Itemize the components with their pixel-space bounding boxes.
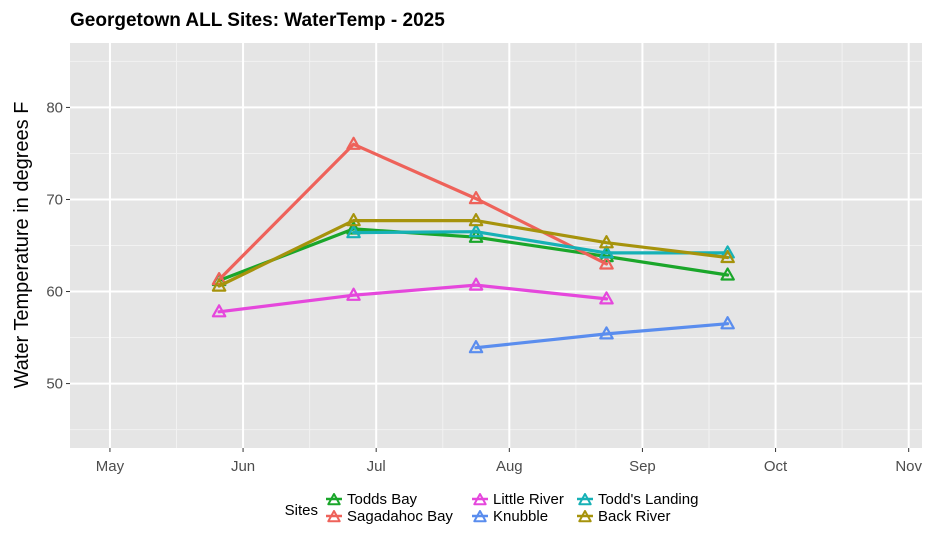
legend-item-todds-bay: Todds Bay <box>326 491 418 508</box>
data-point-knubble <box>599 326 614 340</box>
legend-key-marker <box>473 510 487 523</box>
data-point-sagadahoc-bay <box>211 272 227 286</box>
legend-label: Back River <box>598 508 671 525</box>
grid-minor <box>70 43 922 448</box>
legend-title: Sites <box>285 502 318 519</box>
legend-item-knubble: Knubble <box>472 508 548 525</box>
data-point-little-river <box>468 277 484 291</box>
y-axis: 50 60 70 80 <box>46 99 70 393</box>
chart-title: Georgetown ALL Sites: WaterTemp - 2025 <box>70 10 445 31</box>
legend-label: Knubble <box>493 508 548 525</box>
legend-label: Sagadahoc Bay <box>347 508 453 525</box>
data-point-todd-s-landing <box>346 225 361 239</box>
data-point-back-river <box>599 235 614 249</box>
legend-label: Todds Bay <box>347 491 418 508</box>
data-point-todd-s-landing <box>468 224 484 238</box>
data-point-little-river <box>211 304 227 318</box>
series-layer <box>211 136 735 354</box>
y-tick-label: 80 <box>46 99 63 116</box>
series-line-knubble <box>474 322 730 350</box>
y-tick-label: 50 <box>46 376 63 393</box>
data-point-knubble <box>720 316 735 330</box>
legend-label: Todd's Landing <box>598 491 698 508</box>
data-point-sagadahoc-bay <box>346 136 361 150</box>
series-little-river <box>211 277 614 318</box>
series-knubble <box>468 316 735 354</box>
legend-key-marker <box>578 510 592 523</box>
x-tick-label: Jun <box>231 458 255 475</box>
legend-item-back-river: Back River <box>577 508 671 525</box>
x-axis: May Jun Jul Aug Sep Oct Nov <box>96 448 923 475</box>
data-point-knubble <box>468 340 484 354</box>
data-point-little-river <box>346 287 361 301</box>
data-point-todds-bay <box>720 267 735 281</box>
x-tick-label: Oct <box>764 458 788 475</box>
legend-key-marker <box>327 493 341 506</box>
data-point-todds-bay <box>599 248 614 263</box>
legend-item-sagadahoc-bay: Sagadahoc Bay <box>326 508 453 525</box>
series-line-todd-s-landing <box>352 230 730 255</box>
data-point-back-river <box>468 213 484 227</box>
data-point-back-river <box>211 278 227 292</box>
grid-major <box>70 43 922 448</box>
legend-key-marker <box>473 493 487 506</box>
x-tick-label: Nov <box>895 458 922 475</box>
legend-key-marker <box>578 493 592 506</box>
x-tick-label: May <box>96 458 125 475</box>
legend-key-marker <box>327 510 341 523</box>
legend-item-todd-s-landing: Todd's Landing <box>577 491 698 508</box>
data-point-sagadahoc-bay <box>468 191 484 205</box>
series-line-little-river <box>217 283 609 314</box>
y-axis-title: Water Temperature in degrees F <box>11 102 33 389</box>
data-point-back-river <box>346 213 361 227</box>
x-tick-label: Jul <box>367 458 386 475</box>
series-line-back-river <box>217 219 730 288</box>
data-point-little-river <box>599 291 614 305</box>
legend-label: Little River <box>493 491 564 508</box>
y-tick-label: 60 <box>46 284 63 301</box>
x-tick-label: Sep <box>629 458 656 475</box>
legend-item-little-river: Little River <box>472 491 564 508</box>
x-tick-label: Aug <box>496 458 523 475</box>
y-tick-label: 70 <box>46 191 63 208</box>
data-point-back-river <box>720 249 735 264</box>
series-back-river <box>211 213 735 292</box>
data-point-sagadahoc-bay <box>599 256 614 270</box>
data-point-todd-s-landing <box>599 245 614 259</box>
